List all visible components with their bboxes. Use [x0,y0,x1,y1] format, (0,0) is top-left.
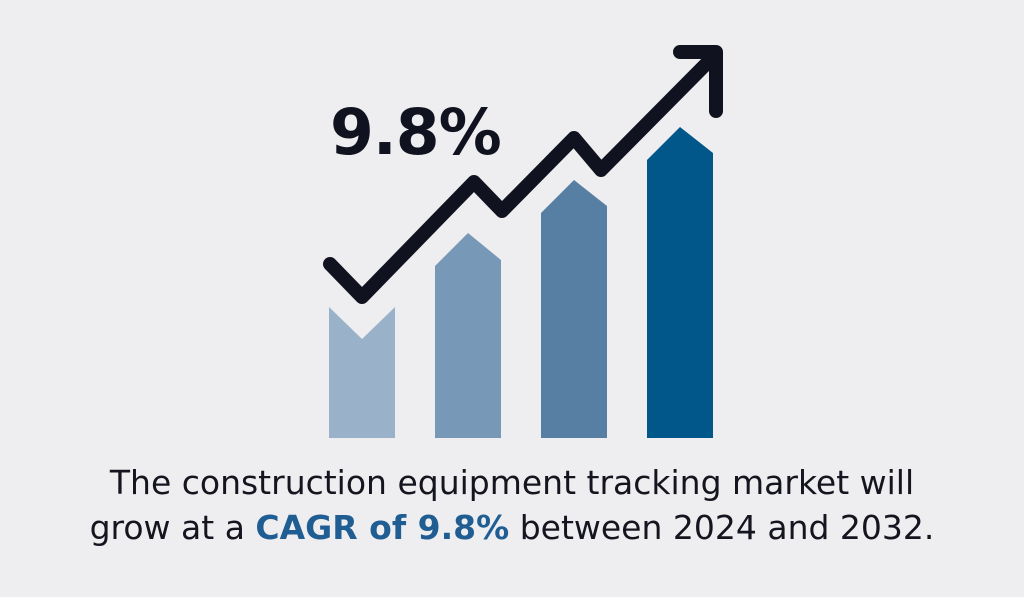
bar-3 [541,180,607,438]
caption-text: grow at a [89,508,256,547]
caption: The construction equipment tracking mark… [0,460,1024,550]
caption-text: between 2024 and 2032. [509,508,935,547]
caption-line-2: grow at a CAGR of 9.8% between 2024 and … [0,505,1024,550]
upward-trend-arrow-icon [323,45,723,304]
cagr-highlight: CAGR of 9.8% [255,508,510,547]
bar-2 [435,233,501,438]
cagr-headline: 9.8% [330,96,502,169]
caption-line-1: The construction equipment tracking mark… [109,463,915,502]
bar-4 [647,127,713,438]
bar-1 [329,307,395,438]
